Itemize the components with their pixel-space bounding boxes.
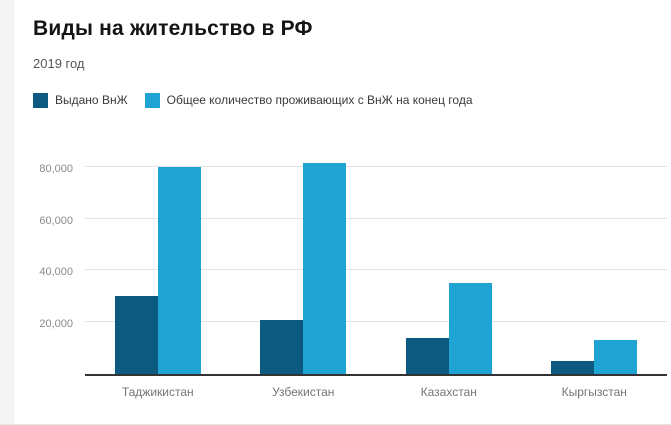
bar-group-2 (376, 148, 522, 374)
gridline-20,000 (85, 321, 667, 323)
bar-group-3 (522, 148, 668, 374)
x-category-label-2: Казахстан (420, 385, 477, 399)
chart-title: Виды на жительство в РФ (33, 17, 313, 40)
x-axis-labels: Таджикистан Узбекистан Казахстан Кыргызстан (85, 385, 667, 399)
bar-s0-c3[interactable] (551, 361, 595, 374)
legend-item-0[interactable]: Выдано ВнЖ (33, 93, 128, 108)
chart-card: Виды на жительство в РФ 2019 год Выдано … (13, 0, 671, 399)
bar-groups (85, 148, 667, 374)
legend-swatch-icon (144, 93, 160, 108)
bar-s1-c0[interactable] (157, 166, 201, 374)
bar-group-1 (231, 148, 377, 374)
page-left-margin (0, 0, 14, 425)
bar-chart: 20,000 40,000 60,000 80,000 (13, 148, 671, 376)
bar-s1-c2[interactable] (448, 283, 492, 374)
y-tick-label: 80,000 (39, 162, 73, 175)
y-tick-label: 40,000 (39, 266, 73, 279)
bar-s0-c0[interactable] (114, 296, 158, 374)
bar-s0-c2[interactable] (405, 337, 449, 374)
x-category-label-3: Кыргызстан (561, 385, 627, 399)
y-tick-label: 60,000 (39, 214, 73, 227)
plot-area (85, 148, 667, 376)
bar-s0-c1[interactable] (260, 319, 304, 374)
bar-group-0 (85, 148, 231, 374)
chart-subtitle: 2019 год (33, 56, 85, 71)
legend-item-1[interactable]: Общее количество проживающих с ВнЖ на ко… (144, 93, 473, 108)
legend-label: Общее количество проживающих с ВнЖ на ко… (166, 93, 473, 107)
gridline-80,000 (85, 165, 667, 167)
bar-s1-c3[interactable] (594, 340, 638, 374)
x-category-label-1: Узбекистан (272, 385, 335, 399)
gridline-60,000 (85, 217, 667, 219)
legend-label: Выдано ВнЖ (55, 93, 128, 107)
x-category-label-0: Таджикистан (121, 385, 194, 399)
bar-s1-c1[interactable] (303, 162, 347, 374)
chart-legend: Выдано ВнЖ Общее количество проживающих с… (33, 93, 671, 108)
legend-swatch-icon (33, 93, 48, 108)
gridline-40,000 (85, 269, 667, 271)
y-tick-label: 20,000 (39, 318, 73, 331)
